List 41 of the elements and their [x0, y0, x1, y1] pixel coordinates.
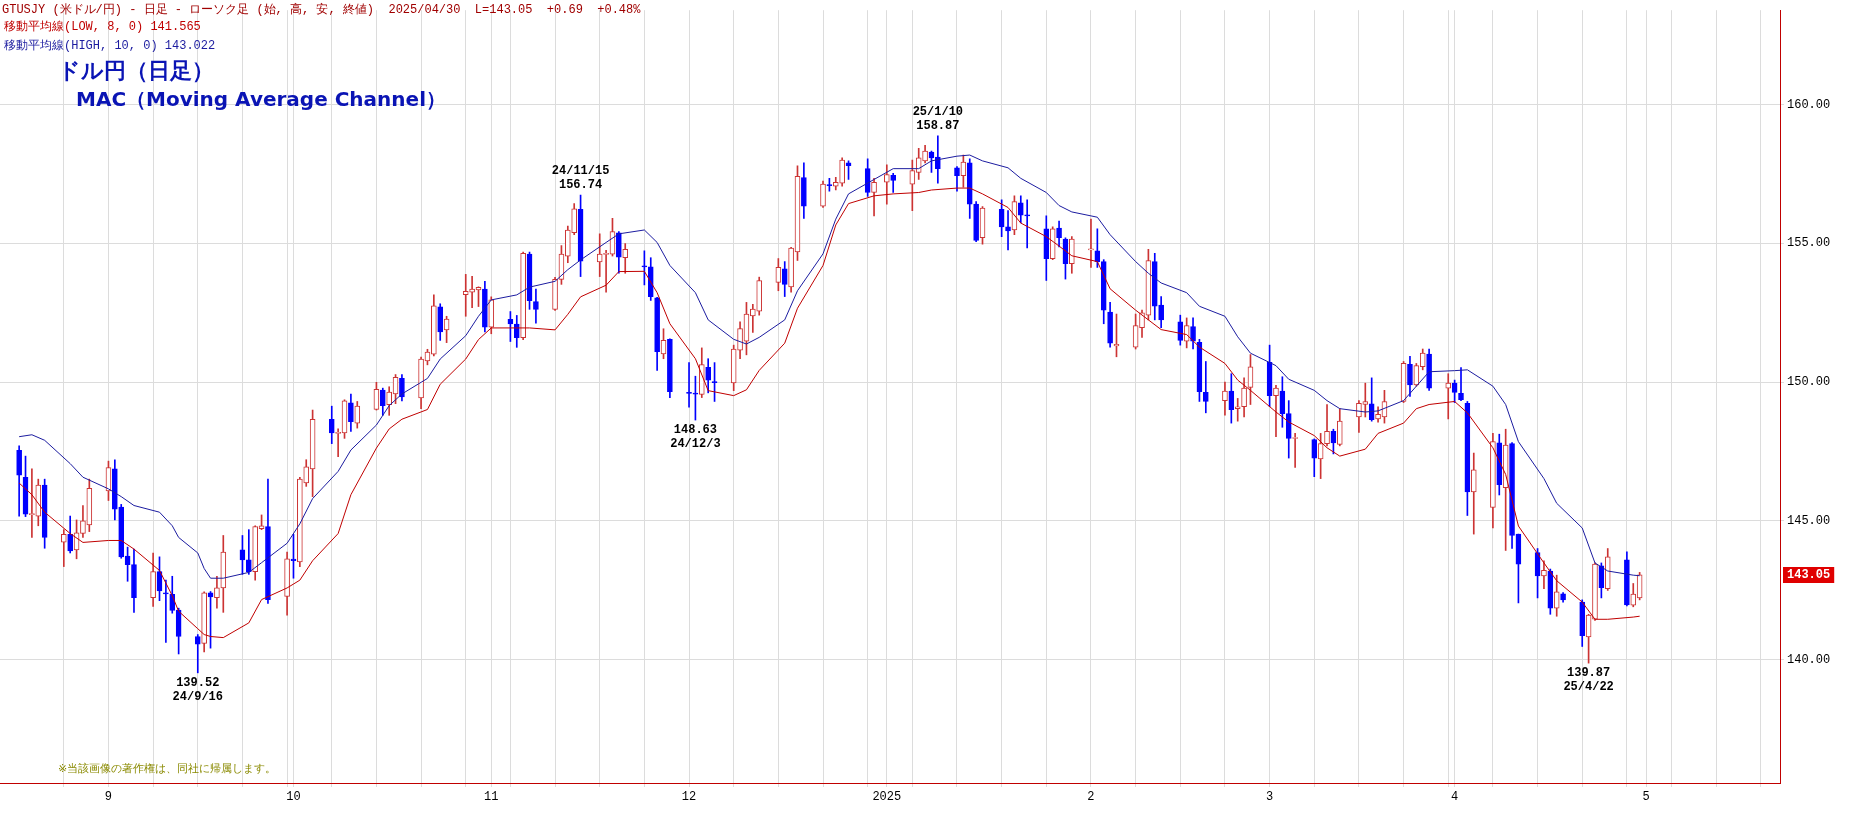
y-tick-label: 145.00 — [1787, 513, 1831, 528]
candlestick — [194, 634, 201, 674]
candlestick — [60, 529, 67, 567]
candlestick — [163, 579, 169, 643]
x-tick-label: 2025 — [872, 790, 902, 805]
candlestick — [335, 428, 341, 458]
annotation: 25/1/10 158.87 — [912, 104, 964, 133]
candlestick — [1362, 382, 1369, 418]
candlestick — [462, 274, 469, 317]
candlestick — [1458, 367, 1464, 401]
x-tick-label: 9 — [104, 790, 113, 805]
annotation: GTUSJY (米ドル/円) - 日足 - ローソク足 (始, 高, 安, 終値) 2025/04/30 L=143.05 +0.69 +0.48% — [2, 2, 641, 18]
x-tick-label: 10 — [286, 790, 301, 805]
annotation: 24/11/15 156.74 — [551, 164, 610, 193]
text: 移動平均線(LOW, 8, 0) 141.565 — [4, 19, 201, 35]
candlestick — [533, 288, 539, 324]
candlestick — [596, 233, 603, 277]
text: ドル円（日足） — [58, 57, 214, 85]
x-tick-label: 3 — [1266, 790, 1274, 805]
y-tick-label: 140.00 — [1787, 652, 1831, 667]
x-tick-label: 12 — [681, 790, 697, 805]
candlestick — [1202, 361, 1209, 414]
candlestick — [1088, 218, 1094, 268]
annotation: ※当該画像の著作権は、同社に帰属します。 — [58, 761, 277, 776]
annotation: 139.52 24/9/16 — [172, 675, 223, 704]
x-tick-label: 5 — [1642, 790, 1650, 805]
candlestick — [1234, 398, 1241, 422]
annotation: 139.87 25/4/22 — [1563, 666, 1614, 695]
x-tick-label: 11 — [484, 790, 499, 805]
x-tick-label: 4 — [1451, 790, 1459, 805]
candlestick — [1445, 373, 1452, 420]
candlestick — [1273, 385, 1279, 438]
text: 143.05 — [1787, 567, 1831, 582]
text: MAC（Moving Average Channel） — [76, 86, 446, 113]
y-tick-label: 155.00 — [1787, 236, 1831, 251]
candlestick — [1024, 199, 1030, 249]
x-tick-label: 2 — [1087, 790, 1095, 805]
y-tick-label: 150.00 — [1787, 375, 1831, 390]
annotation: 148.63 24/12/3 — [670, 423, 721, 452]
text: 移動平均線(HIGH, 10, 0) 143.022 — [4, 38, 216, 54]
y-tick-label: 160.00 — [1787, 97, 1831, 112]
